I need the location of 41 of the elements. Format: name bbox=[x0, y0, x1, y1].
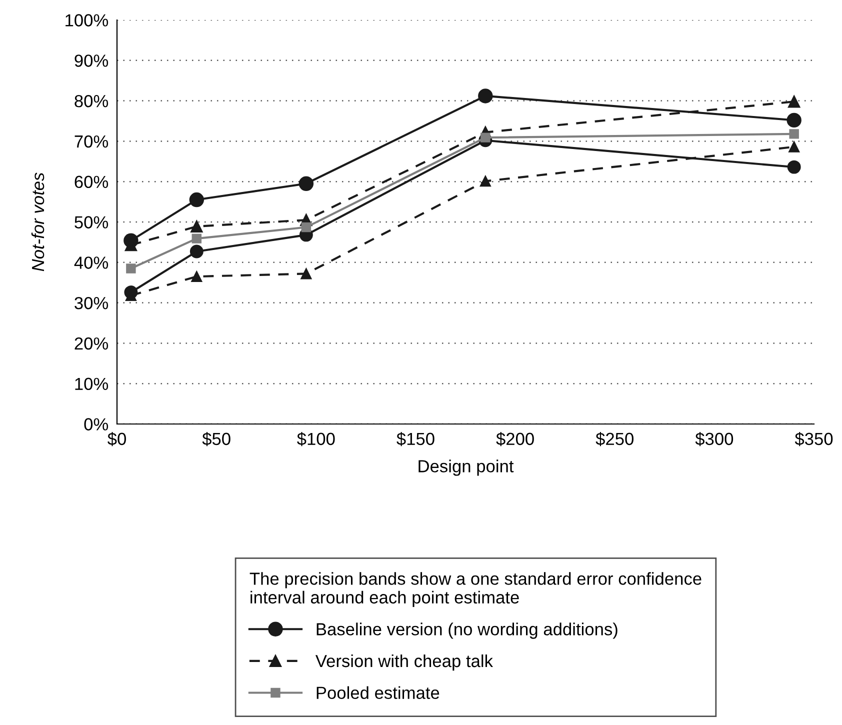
y-tick-label: 100% bbox=[66, 14, 108, 26]
point bbox=[480, 176, 491, 187]
y-tick-label: 60% bbox=[74, 176, 108, 188]
x-tick-label: $0 bbox=[108, 432, 126, 446]
x-tick-label: $150 bbox=[396, 432, 434, 446]
y-tick-label: 90% bbox=[74, 54, 108, 67]
point bbox=[788, 95, 800, 108]
x-tick-label: $250 bbox=[596, 432, 634, 446]
legend-label: Baseline version (no wording additions) bbox=[316, 622, 618, 639]
x-tick-label: $350 bbox=[794, 432, 833, 446]
point bbox=[301, 222, 312, 232]
point bbox=[787, 160, 801, 174]
y-tick-label: 20% bbox=[74, 337, 108, 350]
point bbox=[298, 176, 314, 191]
point bbox=[126, 264, 136, 274]
y-tick-label: 50% bbox=[74, 216, 108, 228]
y-tick-label: 30% bbox=[74, 296, 108, 310]
x-tick-label: $50 bbox=[202, 432, 230, 446]
y-axis-title: Not-for votes bbox=[31, 172, 44, 272]
point bbox=[786, 112, 802, 128]
x-axis-title: Design point bbox=[418, 460, 514, 476]
x-tick-label: $300 bbox=[695, 432, 734, 446]
x-tick-label: $200 bbox=[496, 432, 534, 446]
point bbox=[189, 192, 204, 208]
y-tick-label: 80% bbox=[74, 94, 108, 108]
legend-label: Pooled estimate bbox=[316, 686, 440, 699]
y-tick-label: 40% bbox=[74, 256, 108, 269]
point bbox=[789, 129, 799, 139]
y-tick-label: 10% bbox=[75, 378, 108, 390]
point bbox=[300, 268, 312, 280]
point bbox=[191, 271, 202, 282]
y-tick-label: 70% bbox=[74, 135, 108, 148]
x-tick-label: $100 bbox=[297, 432, 335, 446]
legend-label: Version with cheap talk bbox=[315, 654, 494, 671]
point bbox=[190, 244, 204, 258]
point bbox=[478, 88, 493, 104]
point bbox=[190, 220, 203, 233]
y-tick-label: 0% bbox=[84, 418, 108, 430]
legend-title: The precision bands show a one standard error confidence interval around each point estimate bbox=[250, 572, 702, 608]
point bbox=[192, 234, 202, 244]
point bbox=[788, 141, 800, 152]
